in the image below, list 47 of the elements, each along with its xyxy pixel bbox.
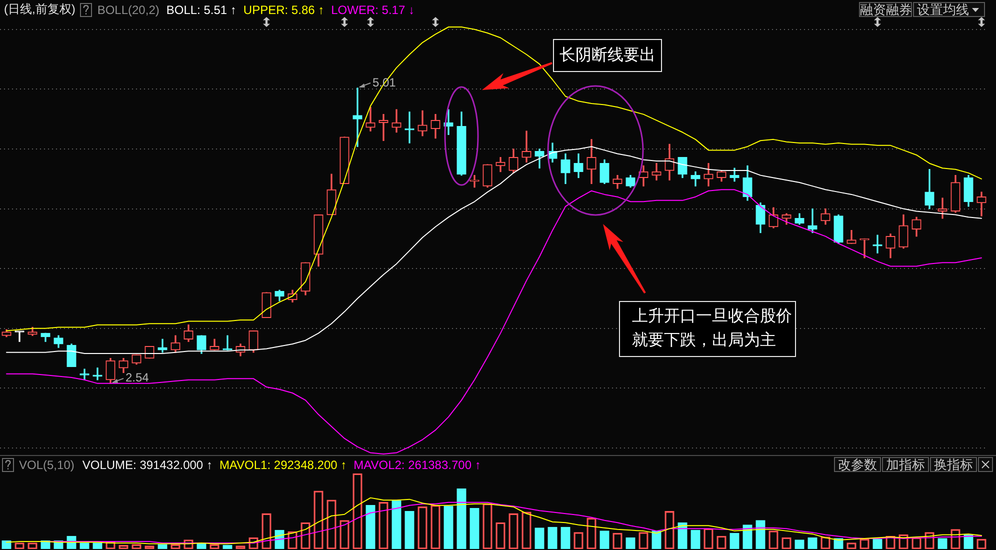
- legend-title: BOLL(20,2): [97, 2, 160, 16]
- annotation: 上升开口一旦收合股价就要下跌，出局为主: [632, 306, 793, 351]
- bar: [392, 500, 402, 549]
- text: VOLUME: 391432.000 ↑: [82, 458, 212, 472]
- text: UPPER: 5.86 ↑: [243, 2, 324, 16]
- candlestick: [808, 208, 818, 234]
- bar: [222, 544, 232, 549]
- bar: [404, 511, 414, 549]
- button: 设置均线: [913, 2, 985, 17]
- candlestick: [522, 130, 532, 162]
- candlestick: [366, 106, 376, 132]
- bar: [678, 522, 688, 549]
- text: 长阴断线要出: [560, 46, 656, 64]
- bar: [730, 532, 740, 549]
- bar: [756, 520, 766, 549]
- button: 改参数: [834, 457, 881, 472]
- bar: [548, 526, 558, 549]
- bar: [158, 544, 168, 549]
- text: BOLL: 5.51 ↑: [166, 2, 236, 16]
- candlestick: [392, 109, 402, 133]
- bar: [652, 530, 662, 549]
- text: MAVOL1: 292348.200 ↑: [219, 458, 347, 472]
- bar: [444, 506, 454, 549]
- button: 换指标: [930, 457, 977, 472]
- bar: [534, 528, 544, 549]
- legend-title: VOL(5,10): [19, 458, 74, 472]
- button: 融资融券: [859, 2, 912, 17]
- bar: [742, 524, 752, 549]
- bar: [560, 526, 570, 549]
- text: MAVOL2: 261383.700 ↑: [354, 458, 481, 472]
- bar: [366, 505, 376, 549]
- candlestick: [704, 163, 714, 186]
- annotation: 2.54: [126, 370, 150, 385]
- candlestick: [14, 330, 24, 342]
- text: LOWER: 5.17 ↓: [331, 2, 414, 16]
- candlestick: [80, 368, 90, 380]
- bar: [456, 488, 466, 549]
- bar: [470, 508, 480, 549]
- candlestick: [938, 198, 948, 219]
- bar: [600, 530, 610, 549]
- candlestick: [378, 114, 388, 141]
- chart-title: (日线,前复权): [4, 1, 76, 18]
- candlestick: [976, 192, 986, 216]
- candlestick: [352, 88, 362, 147]
- button: 加指标: [882, 457, 929, 472]
- candlestick: [652, 163, 662, 180]
- bar: [690, 530, 700, 549]
